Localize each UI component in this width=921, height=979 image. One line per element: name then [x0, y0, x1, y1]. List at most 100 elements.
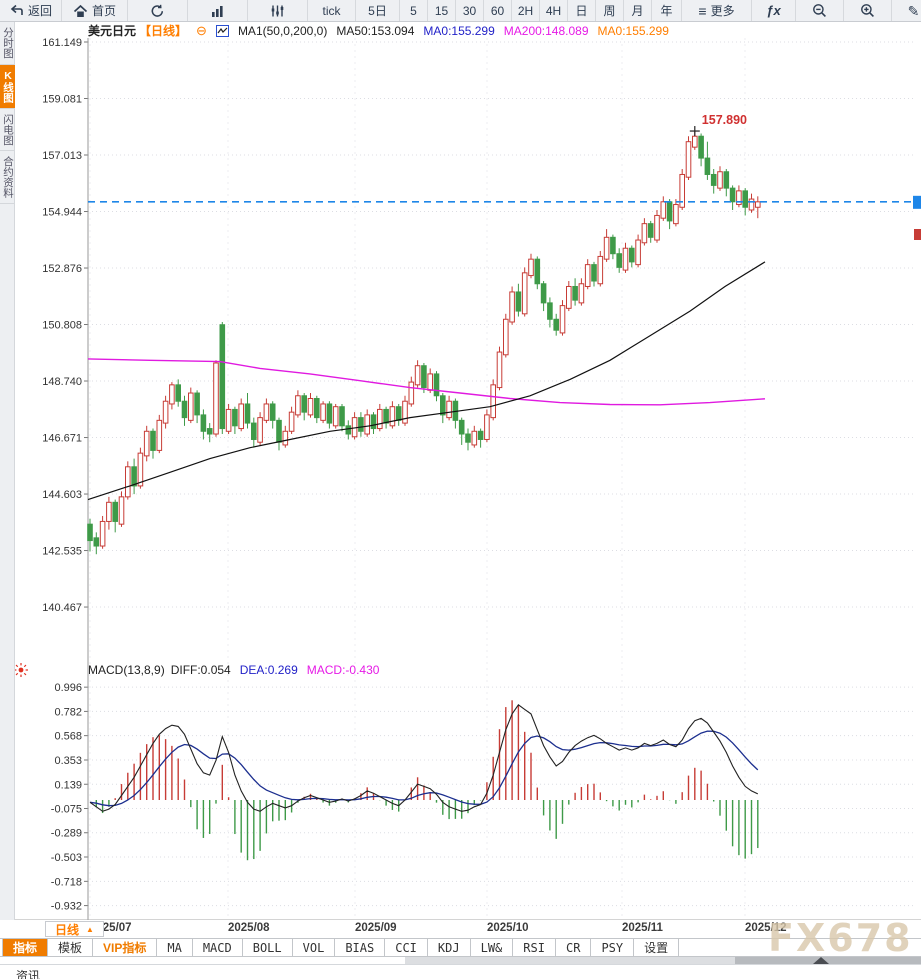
toolbar-label-period-15: 15: [434, 3, 449, 18]
indicator-tab-VIP指标[interactable]: VIP指标: [93, 939, 158, 956]
svg-text:-0.932: -0.932: [51, 901, 82, 913]
toolbar-button-more[interactable]: ≡ 更多: [682, 0, 752, 21]
toolbar-button-indicator-sliders[interactable]: [248, 0, 308, 21]
toolbar-button-refresh[interactable]: [128, 0, 188, 21]
toolbar-label-back: 返回: [27, 4, 52, 18]
ma50-value: MA50:153.094: [336, 23, 415, 38]
diff-value: DIFF:0.054: [170, 663, 231, 677]
indicator-tab-MA[interactable]: MA: [157, 939, 193, 956]
indicator-tab-指标[interactable]: 指标: [2, 939, 49, 956]
indicator-tab-MACD[interactable]: MACD: [193, 939, 243, 956]
svg-text:0.996: 0.996: [54, 682, 82, 694]
toolbar-button-period-week[interactable]: 周: [596, 0, 624, 21]
news-panel-header: 资讯: [0, 964, 921, 979]
splitter-track[interactable]: [405, 957, 921, 964]
toolbar-button-zoom-out[interactable]: [796, 0, 844, 21]
toolbar-button-formula-fx[interactable]: ƒx: [752, 0, 796, 21]
svg-text:146.671: 146.671: [42, 433, 82, 445]
toolbar-button-period-month[interactable]: 月: [624, 0, 652, 21]
toolbar-label-period-4h: 4H: [545, 3, 562, 18]
svg-text:0.568: 0.568: [54, 731, 82, 743]
refresh-icon: [150, 4, 165, 18]
svg-text:0.782: 0.782: [54, 706, 82, 718]
indicator-tab-BIAS[interactable]: BIAS: [335, 939, 386, 956]
toolbar-label-formula-fx: ƒx: [766, 3, 781, 18]
x-axis-month-label: 2025/08: [228, 922, 270, 934]
indicator-tab-RSI[interactable]: RSI: [513, 939, 556, 956]
toolbar-label-period-day: 日: [575, 4, 588, 18]
macd-header: MACD(13,8,9) DIFF:0.054 DEA:0.269 MACD:-…: [88, 663, 379, 677]
indicator-tab-LW&[interactable]: LW&: [471, 939, 514, 956]
indicator-tab-模板[interactable]: 模板: [48, 939, 94, 956]
indicator-tab-CR[interactable]: CR: [556, 939, 592, 956]
zoom-out-icon: [812, 3, 827, 18]
svg-text:148.740: 148.740: [42, 376, 82, 388]
toolbar-label-period-5d: 5日: [368, 4, 387, 18]
dea-value: DEA:0.269: [239, 663, 298, 677]
zoom-in-icon: [860, 3, 875, 18]
news-panel-label[interactable]: 资讯: [16, 969, 41, 979]
svg-text:159.081: 159.081: [42, 93, 82, 105]
toolbar-label-period-week: 周: [603, 4, 616, 18]
toolbar-button-period-30[interactable]: 30: [456, 0, 484, 21]
x-axis-row: 日线 ▲ 2025/07 2025/08 2025/09 2025/10 2025/11…: [0, 920, 921, 938]
indicator-tab-设置[interactable]: 设置: [634, 939, 680, 956]
period-selector-value: 日线: [55, 922, 80, 937]
svg-text:161.149: 161.149: [42, 37, 82, 49]
toolbar-button-back[interactable]: 返回: [0, 0, 62, 21]
macd-indicator-sun-icon[interactable]: [13, 662, 29, 683]
toolbar-button-period-5d[interactable]: 5日: [356, 0, 400, 21]
x-axis-month-label: 2025/11: [622, 922, 663, 934]
toolbar-label-period-5: 5: [410, 3, 417, 18]
indicator-tab-PSY[interactable]: PSY: [591, 939, 635, 956]
sidebar-tab-分时图[interactable]: 分时图: [0, 22, 15, 65]
toolbar-button-chart-type-bars[interactable]: [188, 0, 248, 21]
toolbar-button-period-60[interactable]: 60: [484, 0, 512, 21]
svg-text:0.139: 0.139: [54, 779, 82, 791]
toolbar-button-period-day[interactable]: 日: [568, 0, 596, 21]
macd-settings-label[interactable]: MACD(13,8,9): [88, 663, 165, 677]
collapse-indicator-icon[interactable]: ⊖: [196, 22, 207, 38]
indicator-tab-KDJ[interactable]: KDJ: [428, 939, 471, 956]
toolbar-label-period-30: 30: [462, 3, 477, 18]
sidebar-tab-闪电图[interactable]: 闪电图: [0, 109, 15, 151]
toolbar-button-tick[interactable]: tick: [308, 0, 356, 21]
svg-text:-0.718: -0.718: [51, 876, 82, 888]
toolbar-button-period-year[interactable]: 年: [652, 0, 682, 21]
indicator-tab-BOLL[interactable]: BOLL: [243, 939, 293, 956]
toolbar-button-period-2h[interactable]: 2H: [512, 0, 540, 21]
svg-text:157.013: 157.013: [42, 150, 82, 162]
toolbar-button-period-5[interactable]: 5: [400, 0, 428, 21]
indicator-tab-VOL[interactable]: VOL: [293, 939, 336, 956]
hamburger-icon: ≡: [698, 2, 707, 19]
toolbar-button-zoom-in[interactable]: [844, 0, 892, 21]
ma0-value-blue: MA0:155.299: [423, 23, 495, 38]
back-icon: [9, 4, 24, 18]
svg-text:-0.503: -0.503: [51, 852, 82, 864]
ma-settings-label[interactable]: MA1(50,0,200,0): [237, 23, 328, 38]
toolbar-button-draw-pencil[interactable]: ✎: [892, 0, 921, 21]
toolbar-label-more: 更多: [710, 4, 735, 18]
toolbar-label-home: 首页: [91, 4, 116, 18]
ma200-value: MA200:148.089: [503, 23, 589, 38]
svg-text:144.603: 144.603: [42, 489, 82, 501]
svg-text:154.944: 154.944: [42, 207, 82, 219]
x-axis-month-label: 2025/10: [487, 922, 529, 934]
x-axis-month-label: 2025/12: [745, 922, 787, 934]
toolbar-button-home[interactable]: 首页: [62, 0, 128, 21]
splitter-expand-arrow-icon[interactable]: [813, 957, 829, 964]
toolbar-button-period-15[interactable]: 15: [428, 0, 456, 21]
toolbar-button-period-4h[interactable]: 4H: [540, 0, 568, 21]
sidebar-tab-合约资料[interactable]: 合约资料: [0, 151, 15, 204]
svg-text:140.467: 140.467: [42, 602, 82, 614]
svg-text:157.890: 157.890: [702, 113, 747, 127]
ma-chart-icon: [215, 24, 229, 37]
sidebar-tab-active-K线图[interactable]: K线图: [0, 64, 15, 109]
svg-text:150.808: 150.808: [42, 320, 82, 332]
svg-text:152.876: 152.876: [42, 263, 82, 275]
indicator-tab-CCI[interactable]: CCI: [385, 939, 428, 956]
period-selector-dropdown[interactable]: 日线 ▲: [45, 921, 104, 937]
